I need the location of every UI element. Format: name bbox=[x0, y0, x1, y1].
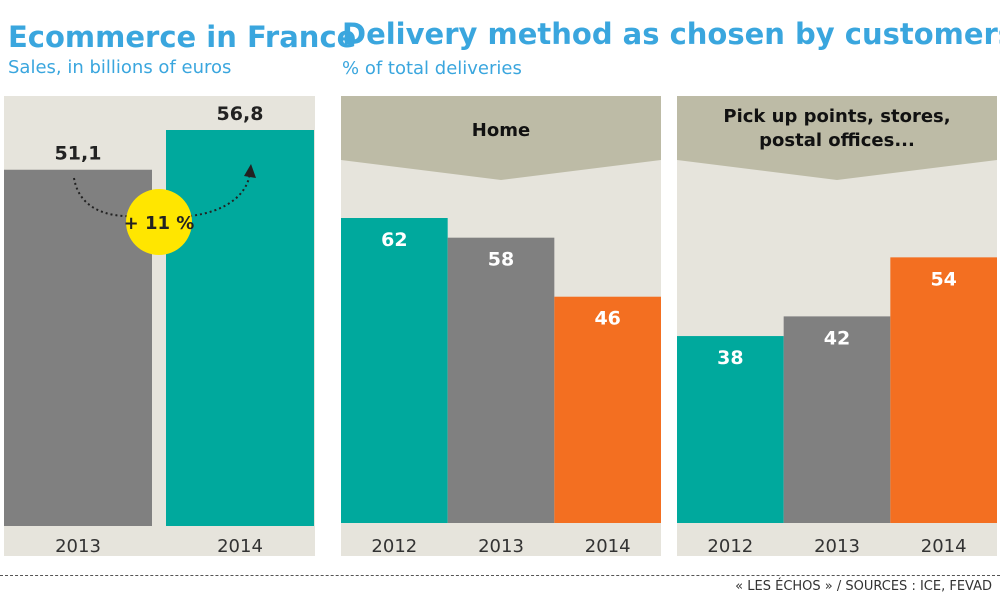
charts-canvas: 51,1 2013 56,8 2014 + 11 % Home 62 2012 58 2013 46… bbox=[4, 96, 997, 557]
growth-label: + 11 % bbox=[124, 213, 195, 234]
panel-home-value-label-2014: 46 bbox=[594, 308, 620, 330]
panel-home-title-line-1: Home bbox=[472, 120, 530, 141]
panel-pickup-value-label-2013: 42 bbox=[824, 327, 850, 349]
panel-home-x-tick-2012: 2012 bbox=[371, 536, 417, 557]
left-chart-subtitle: Sales, in billions of euros bbox=[8, 57, 232, 78]
footer-divider bbox=[0, 575, 1000, 576]
panel-pickup-title-line-1: Pick up points, stores, bbox=[723, 106, 950, 127]
panel-home-bar-2014 bbox=[554, 296, 661, 523]
panel-home-x-tick-2014: 2014 bbox=[585, 536, 631, 557]
left-value-label-2014: 56,8 bbox=[217, 103, 264, 125]
right-chart-title: Delivery method as chosen by customers bbox=[342, 17, 1000, 51]
growth-arrow bbox=[73, 171, 251, 218]
left-x-tick-2013: 2013 bbox=[55, 536, 101, 557]
panel-pickup-value-label-2012: 38 bbox=[717, 347, 743, 369]
left-chart-title: Ecommerce in France bbox=[8, 20, 357, 54]
panel-home-value-label-2012: 62 bbox=[381, 229, 407, 251]
panel-home-value-label-2013: 58 bbox=[488, 249, 514, 271]
left-value-label-2013: 51,1 bbox=[55, 143, 102, 165]
left-x-tick-2014: 2014 bbox=[217, 536, 263, 557]
growth-badge bbox=[126, 189, 192, 255]
right-chart-subtitle: % of total deliveries bbox=[342, 58, 522, 79]
growth-arrowhead bbox=[244, 164, 256, 178]
panel-pickup-x-tick-2013: 2013 bbox=[814, 536, 860, 557]
panel-pickup-value-label-2014: 54 bbox=[930, 268, 956, 290]
panel-pickup-bar-2014 bbox=[890, 257, 997, 523]
panel-pickup-header bbox=[677, 96, 997, 180]
panel-pickup-bar-2012 bbox=[677, 336, 784, 523]
panel-pickup-x-tick-2012: 2012 bbox=[707, 536, 753, 557]
panel-pickup-bar-2013 bbox=[783, 316, 891, 523]
panel-pickup-x-tick-2014: 2014 bbox=[921, 536, 967, 557]
left-bar-2014 bbox=[166, 130, 314, 526]
panel-home-header bbox=[341, 96, 661, 180]
panel-home-x-tick-2013: 2013 bbox=[478, 536, 524, 557]
source-note: « LES ÉCHOS » / SOURCES : ICE, FEVAD bbox=[735, 579, 992, 594]
panel-home-bar-2012 bbox=[341, 218, 448, 523]
panel-home-bar-2013 bbox=[447, 237, 555, 523]
panel-pickup-title-line-2: postal offices... bbox=[759, 130, 915, 151]
